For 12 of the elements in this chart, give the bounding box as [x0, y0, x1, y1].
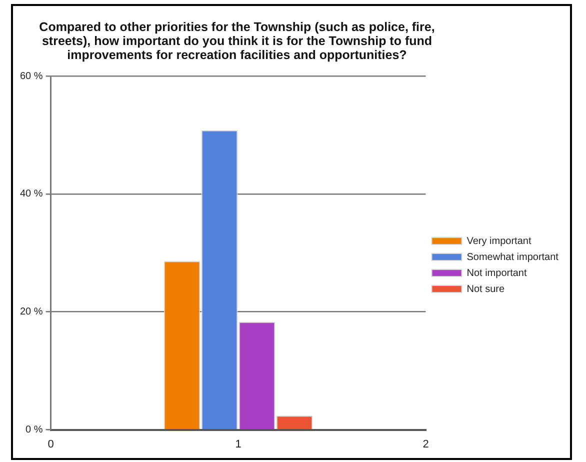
x-tick-label: 2 — [422, 438, 429, 450]
chart-title: Compared to other priorities for the Township (such as police, fire, streets), how important do you think it is for the Township to fund improvements for recreation facilities and opportunities? — [38, 20, 436, 62]
y-tick-label: 0 % — [26, 424, 43, 436]
legend-label: Not sure — [466, 284, 505, 295]
x-tick-label: 0 — [48, 438, 54, 450]
y-tick-label: 20 % — [20, 306, 43, 318]
y-tick-label: 40 % — [20, 188, 43, 200]
legend-label: Not important — [466, 268, 527, 279]
y-tick-label: 60 % — [20, 70, 43, 82]
x-tick-label: 1 — [235, 438, 242, 450]
legend-label: Very important — [466, 236, 532, 247]
legend-label: Somewhat important — [466, 252, 559, 263]
